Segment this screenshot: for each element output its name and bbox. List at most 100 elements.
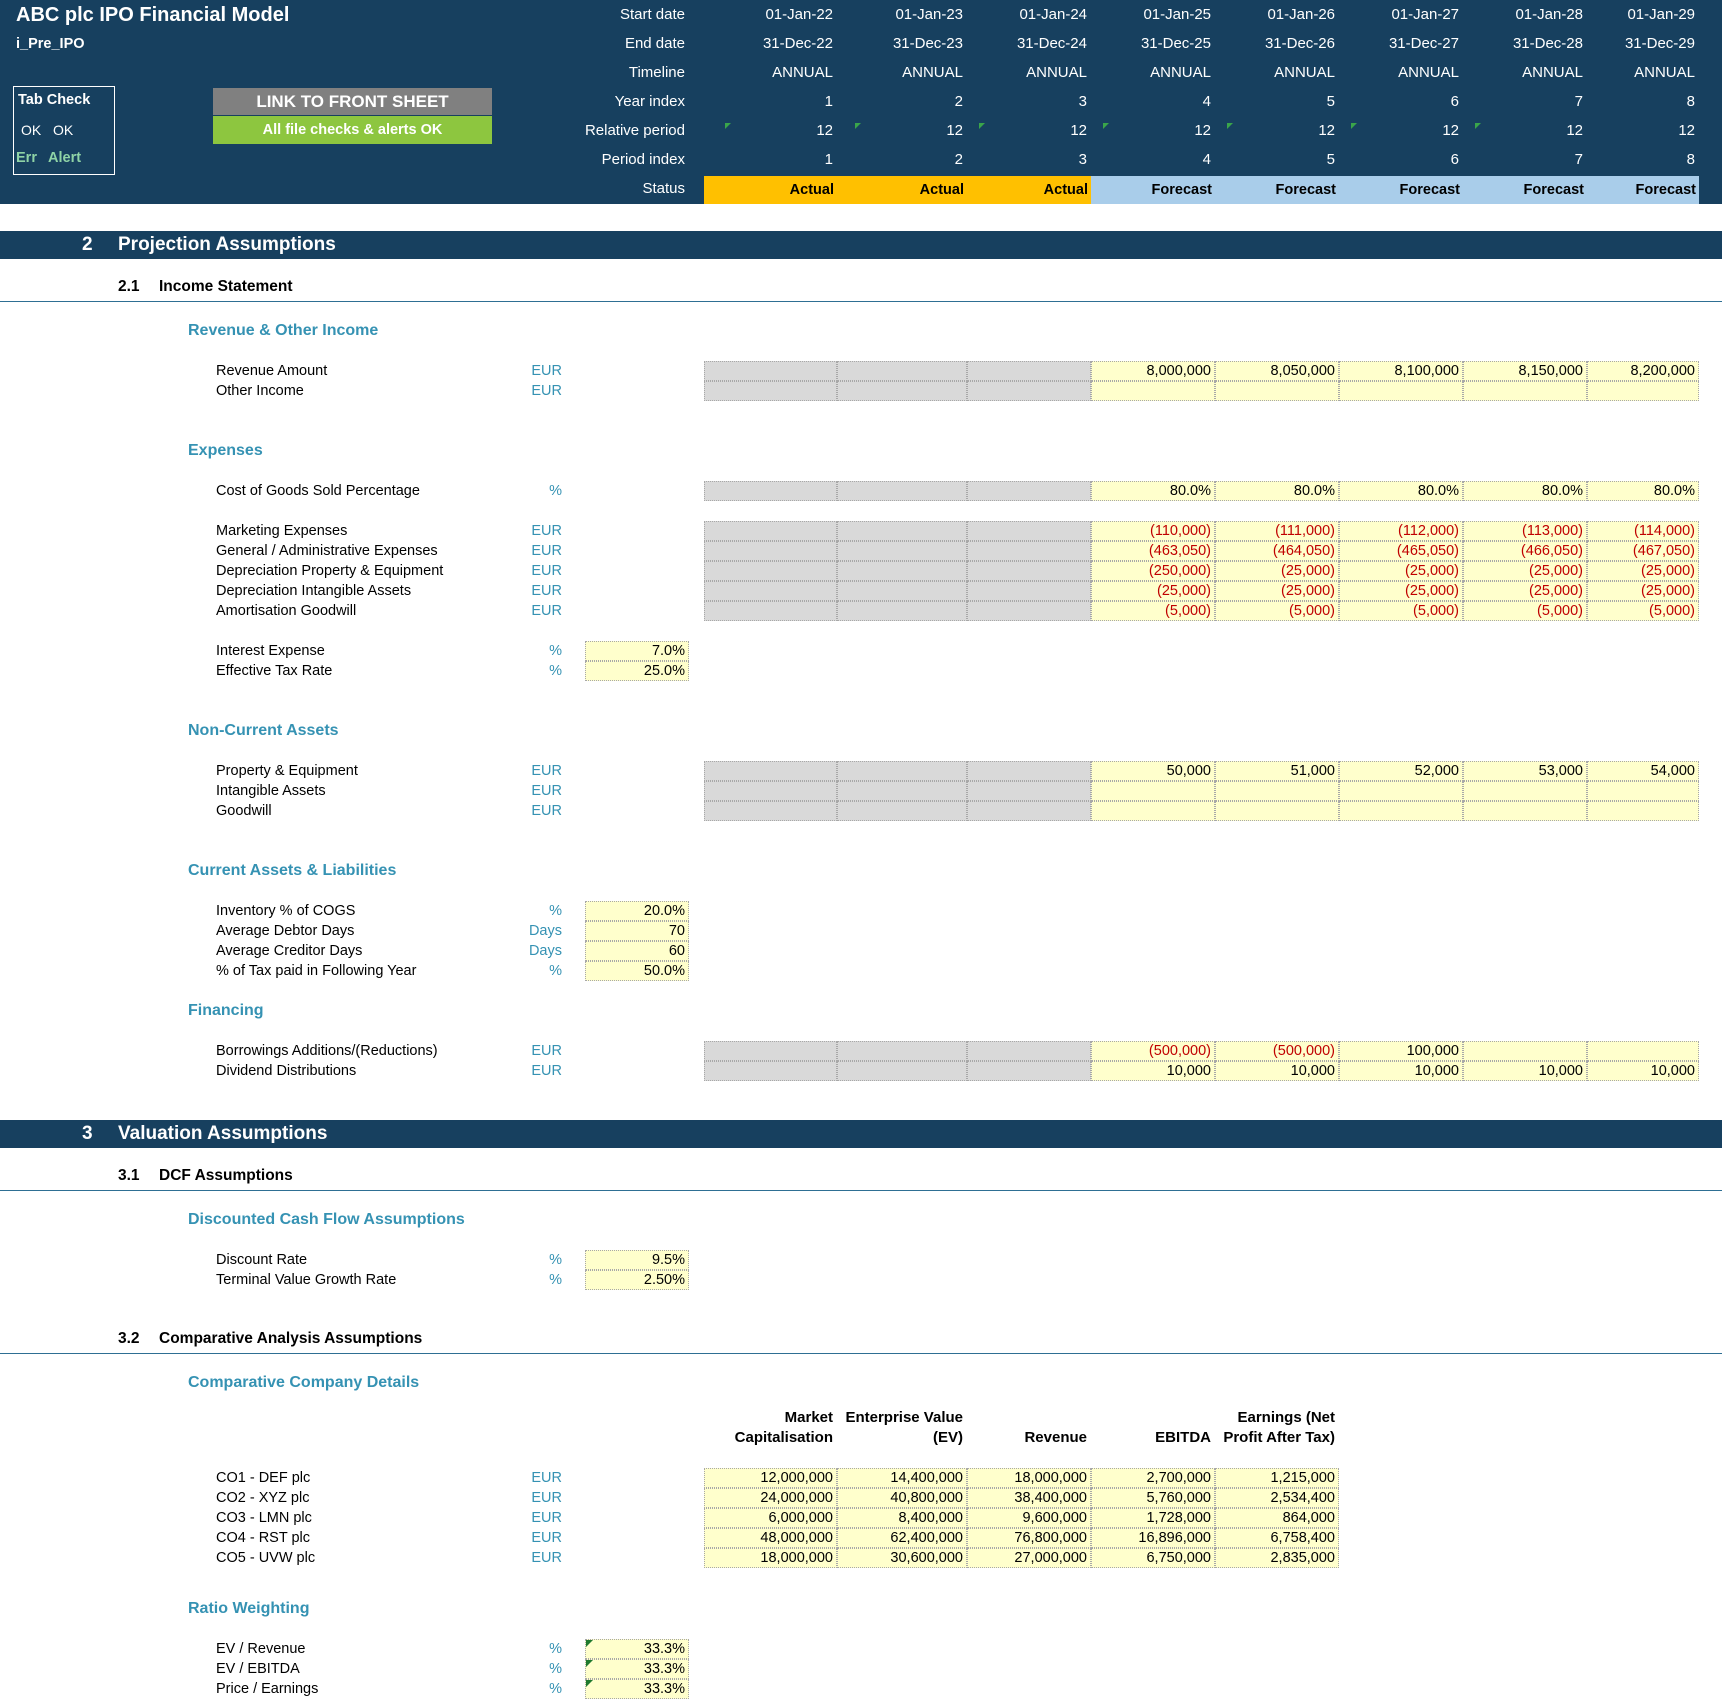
- comp-value-cell[interactable]: 18,000,000: [704, 1548, 837, 1568]
- rate-row-input[interactable]: 7.0%: [585, 641, 689, 661]
- comp-value-cell[interactable]: 38,400,000: [967, 1488, 1091, 1508]
- forecast-input-cell[interactable]: (466,050): [1463, 541, 1587, 561]
- forecast-input-cell[interactable]: (500,000): [1215, 1041, 1339, 1061]
- forecast-input-cell[interactable]: 8,150,000: [1463, 361, 1587, 381]
- forecast-input-cell[interactable]: (113,000): [1463, 521, 1587, 541]
- forecast-input-cell[interactable]: 80.0%: [1091, 481, 1215, 501]
- comp-value-cell[interactable]: 24,000,000: [704, 1488, 837, 1508]
- forecast-input-cell[interactable]: 10,000: [1463, 1061, 1587, 1081]
- forecast-input-cell[interactable]: 50,000: [1091, 761, 1215, 781]
- comp-value-cell[interactable]: 6,750,000: [1091, 1548, 1215, 1568]
- comp-value-cell[interactable]: 2,700,000: [1091, 1468, 1215, 1488]
- comp-value-cell[interactable]: 18,000,000: [967, 1468, 1091, 1488]
- forecast-input-cell[interactable]: [1463, 1041, 1587, 1061]
- comp-value-cell[interactable]: 6,000,000: [704, 1508, 837, 1528]
- comp-value-cell[interactable]: 16,896,000: [1091, 1528, 1215, 1548]
- current-assets-row-input[interactable]: 50.0%: [585, 961, 689, 981]
- comp-value-cell[interactable]: 40,800,000: [837, 1488, 967, 1508]
- comp-value-cell[interactable]: 5,760,000: [1091, 1488, 1215, 1508]
- comp-value-cell[interactable]: 48,000,000: [704, 1528, 837, 1548]
- forecast-input-cell[interactable]: 53,000: [1463, 761, 1587, 781]
- forecast-input-cell[interactable]: [1091, 801, 1215, 821]
- forecast-input-cell[interactable]: [1091, 781, 1215, 801]
- forecast-input-cell[interactable]: [1091, 381, 1215, 401]
- forecast-input-cell[interactable]: [1587, 801, 1699, 821]
- forecast-input-cell[interactable]: 80.0%: [1587, 481, 1699, 501]
- forecast-input-cell[interactable]: (465,050): [1339, 541, 1463, 561]
- comp-value-cell[interactable]: 62,400,000: [837, 1528, 967, 1548]
- forecast-input-cell[interactable]: 100,000: [1339, 1041, 1463, 1061]
- forecast-input-cell[interactable]: (112,000): [1339, 521, 1463, 541]
- forecast-input-cell[interactable]: (25,000): [1339, 581, 1463, 601]
- forecast-input-cell[interactable]: 8,000,000: [1091, 361, 1215, 381]
- forecast-input-cell[interactable]: 8,200,000: [1587, 361, 1699, 381]
- forecast-input-cell[interactable]: 8,050,000: [1215, 361, 1339, 381]
- forecast-input-cell[interactable]: (464,050): [1215, 541, 1339, 561]
- forecast-input-cell[interactable]: (467,050): [1587, 541, 1699, 561]
- forecast-input-cell[interactable]: [1463, 801, 1587, 821]
- forecast-input-cell[interactable]: 80.0%: [1339, 481, 1463, 501]
- forecast-input-cell[interactable]: (25,000): [1339, 561, 1463, 581]
- forecast-input-cell[interactable]: 80.0%: [1463, 481, 1587, 501]
- comp-value-cell[interactable]: 27,000,000: [967, 1548, 1091, 1568]
- forecast-input-cell[interactable]: (5,000): [1091, 601, 1215, 621]
- comp-value-cell[interactable]: 14,400,000: [837, 1468, 967, 1488]
- comp-value-cell[interactable]: 76,800,000: [967, 1528, 1091, 1548]
- forecast-input-cell[interactable]: (500,000): [1091, 1041, 1215, 1061]
- forecast-input-cell[interactable]: (25,000): [1215, 561, 1339, 581]
- forecast-input-cell[interactable]: 51,000: [1215, 761, 1339, 781]
- forecast-input-cell[interactable]: (250,000): [1091, 561, 1215, 581]
- forecast-input-cell[interactable]: (25,000): [1587, 561, 1699, 581]
- forecast-input-cell[interactable]: (5,000): [1587, 601, 1699, 621]
- comp-value-cell[interactable]: 6,758,400: [1215, 1528, 1339, 1548]
- forecast-input-cell[interactable]: 80.0%: [1215, 481, 1339, 501]
- forecast-input-cell[interactable]: (25,000): [1463, 561, 1587, 581]
- forecast-input-cell[interactable]: [1587, 381, 1699, 401]
- forecast-input-cell[interactable]: (463,050): [1091, 541, 1215, 561]
- current-assets-row-input[interactable]: 20.0%: [585, 901, 689, 921]
- dcf-row-input[interactable]: 9.5%: [585, 1250, 689, 1270]
- ratio-row-input[interactable]: 33.3%: [585, 1639, 689, 1659]
- comp-value-cell[interactable]: 2,534,400: [1215, 1488, 1339, 1508]
- comp-value-cell[interactable]: 864,000: [1215, 1508, 1339, 1528]
- rate-row-input[interactable]: 25.0%: [585, 661, 689, 681]
- forecast-input-cell[interactable]: [1587, 1041, 1699, 1061]
- comp-value-cell[interactable]: 1,215,000: [1215, 1468, 1339, 1488]
- forecast-input-cell[interactable]: (5,000): [1339, 601, 1463, 621]
- comp-value-cell[interactable]: 1,728,000: [1091, 1508, 1215, 1528]
- forecast-input-cell[interactable]: (114,000): [1587, 521, 1699, 541]
- forecast-input-cell[interactable]: 10,000: [1091, 1061, 1215, 1081]
- forecast-input-cell[interactable]: (5,000): [1215, 601, 1339, 621]
- forecast-input-cell[interactable]: (25,000): [1463, 581, 1587, 601]
- forecast-input-cell[interactable]: (111,000): [1215, 521, 1339, 541]
- comp-value-cell[interactable]: 8,400,000: [837, 1508, 967, 1528]
- forecast-input-cell[interactable]: 10,000: [1215, 1061, 1339, 1081]
- forecast-input-cell[interactable]: [1339, 781, 1463, 801]
- forecast-input-cell[interactable]: [1339, 381, 1463, 401]
- forecast-input-cell[interactable]: [1339, 801, 1463, 821]
- comp-value-cell[interactable]: 2,835,000: [1215, 1548, 1339, 1568]
- current-assets-row-input[interactable]: 60: [585, 941, 689, 961]
- comp-value-cell[interactable]: 12,000,000: [704, 1468, 837, 1488]
- forecast-input-cell[interactable]: [1215, 381, 1339, 401]
- current-assets-row-input[interactable]: 70: [585, 921, 689, 941]
- forecast-input-cell[interactable]: 52,000: [1339, 761, 1463, 781]
- comp-value-cell[interactable]: 9,600,000: [967, 1508, 1091, 1528]
- forecast-input-cell[interactable]: (5,000): [1463, 601, 1587, 621]
- forecast-input-cell[interactable]: 8,100,000: [1339, 361, 1463, 381]
- forecast-input-cell[interactable]: [1215, 781, 1339, 801]
- ratio-row-input[interactable]: 33.3%: [585, 1659, 689, 1679]
- forecast-input-cell[interactable]: (25,000): [1587, 581, 1699, 601]
- forecast-input-cell[interactable]: (25,000): [1091, 581, 1215, 601]
- forecast-input-cell[interactable]: [1215, 801, 1339, 821]
- forecast-input-cell[interactable]: [1463, 781, 1587, 801]
- forecast-input-cell[interactable]: (25,000): [1215, 581, 1339, 601]
- forecast-input-cell[interactable]: [1463, 381, 1587, 401]
- forecast-input-cell[interactable]: 10,000: [1339, 1061, 1463, 1081]
- dcf-row-input[interactable]: 2.50%: [585, 1270, 689, 1290]
- forecast-input-cell[interactable]: 10,000: [1587, 1061, 1699, 1081]
- link-to-front-sheet-button[interactable]: LINK TO FRONT SHEET: [213, 88, 492, 115]
- ratio-row-input[interactable]: 33.3%: [585, 1679, 689, 1699]
- forecast-input-cell[interactable]: [1587, 781, 1699, 801]
- forecast-input-cell[interactable]: (110,000): [1091, 521, 1215, 541]
